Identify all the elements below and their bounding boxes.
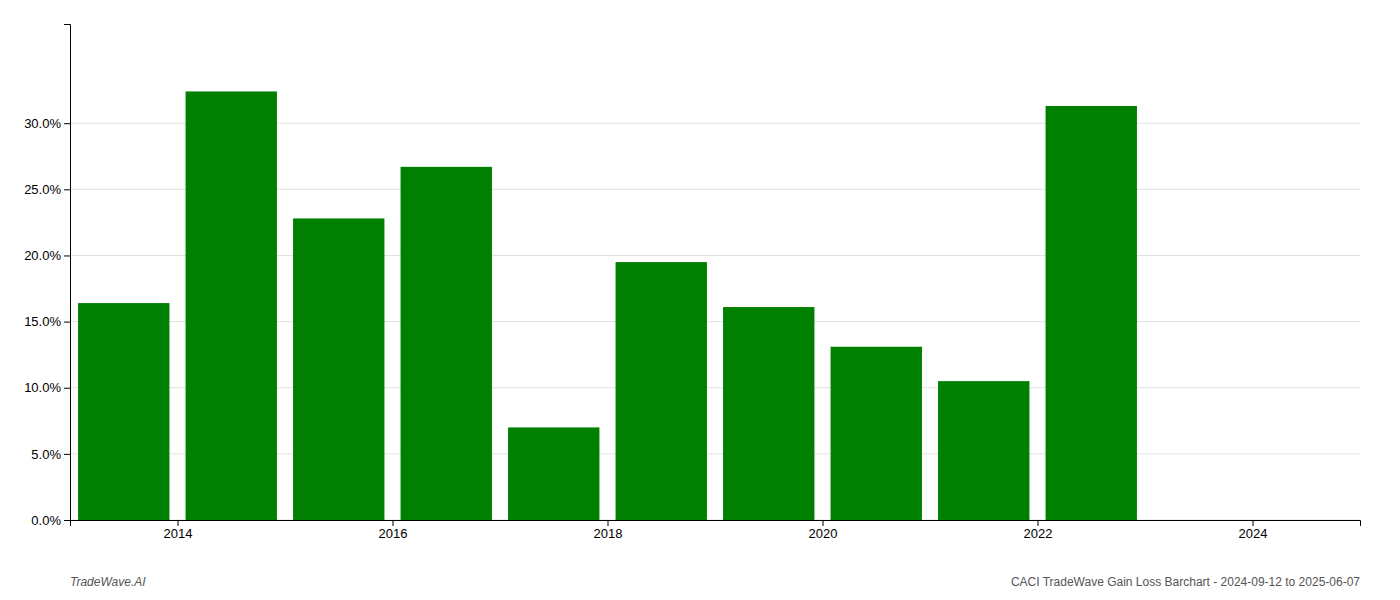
x-tick-mark [823, 520, 824, 526]
chart: 2014 2016 2018 2020 2022 2024 0.0% 5.0% 10.0% 15.… [0, 0, 1400, 600]
x-tick: 2024 [1239, 520, 1268, 541]
y-tick: 0.0% [31, 513, 70, 528]
x-tick-label: 2018 [594, 526, 623, 541]
y-tick-label: 20.0% [24, 248, 61, 263]
bar [293, 218, 384, 520]
x-tick: 2018 [594, 520, 623, 541]
bars [78, 91, 1137, 520]
y-tick-label: 25.0% [24, 182, 61, 197]
y-tick-mark [64, 255, 70, 256]
x-tick-mark [1038, 520, 1039, 526]
x-tick: 2022 [1024, 520, 1053, 541]
bar [78, 303, 169, 520]
y-tick-label: 0.0% [31, 513, 61, 528]
y-tick: 20.0% [24, 248, 70, 263]
footer: TradeWave.AI CACI TradeWave Gain Loss Bar… [70, 575, 1360, 589]
x-tick-mark [178, 520, 179, 526]
x-tick-label: 2014 [164, 526, 193, 541]
y-tick-mark [64, 520, 70, 521]
x-axis-line [71, 521, 1361, 527]
bar [401, 167, 492, 520]
y-axis-line [64, 25, 71, 521]
bar [186, 91, 277, 520]
bar [938, 381, 1029, 520]
bar [831, 347, 922, 520]
y-tick-mark [64, 189, 70, 190]
y-tick-label: 5.0% [31, 447, 61, 462]
y-tick-label: 10.0% [24, 380, 61, 395]
bar [1046, 106, 1137, 520]
annotation: CACI TradeWave Gain Loss Barchart - 2024… [1011, 575, 1360, 589]
x-tick: 2014 [164, 520, 193, 541]
bar [508, 427, 599, 520]
y-tick: 5.0% [31, 447, 70, 462]
x-tick-mark [393, 520, 394, 526]
y-tick-mark [64, 322, 70, 323]
y-tick-mark [64, 454, 70, 455]
y-tick: 15.0% [24, 314, 70, 329]
x-tick-mark [608, 520, 609, 526]
x-tick-label: 2022 [1024, 526, 1053, 541]
y-tick-mark [64, 123, 70, 124]
x-tick-mark [1253, 520, 1254, 526]
x-tick: 2016 [379, 520, 408, 541]
annotation: TradeWave.AI [70, 575, 146, 589]
bar [616, 262, 707, 520]
y-tick: 30.0% [24, 116, 70, 131]
x-tick-label: 2024 [1239, 526, 1268, 541]
x-tick: 2020 [809, 520, 838, 541]
y-tick: 25.0% [24, 182, 70, 197]
x-axis: 2014 2016 2018 2020 2022 2024 [71, 520, 1361, 541]
y-tick-label: 30.0% [24, 116, 61, 131]
bar [723, 307, 814, 520]
x-tick-label: 2016 [379, 526, 408, 541]
x-tick-label: 2020 [809, 526, 838, 541]
y-tick-label: 15.0% [24, 314, 61, 329]
y-tick-mark [64, 388, 70, 389]
y-axis: 0.0% 5.0% 10.0% 15.0% 20.0% 25.0% 30.0% [24, 25, 70, 528]
plot: 2014 2016 2018 2020 2022 2024 0.0% 5.0% 10.0% 15.… [24, 25, 1360, 542]
y-tick: 10.0% [24, 380, 70, 395]
